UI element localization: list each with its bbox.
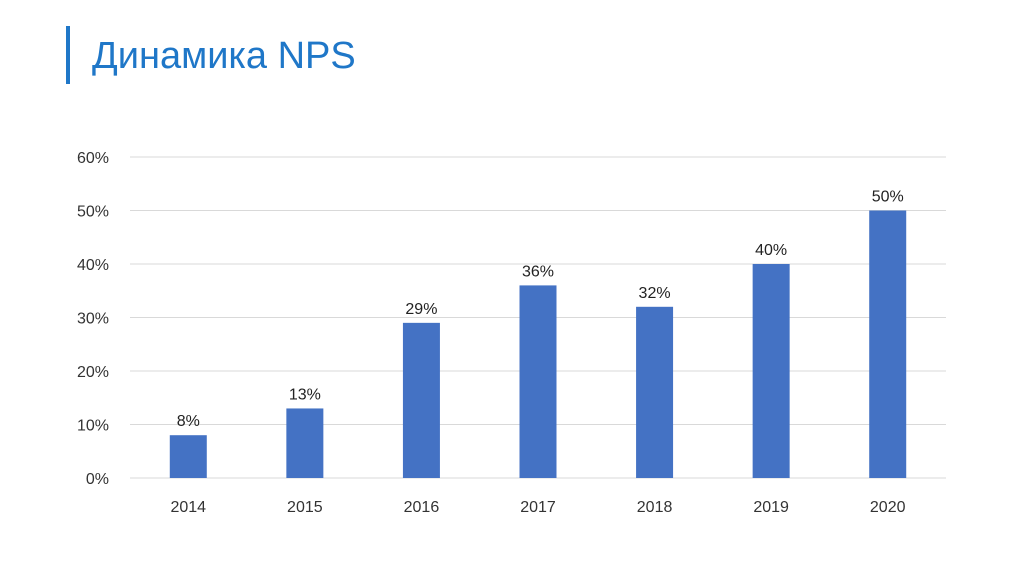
data-label-2015: 13% [289,386,321,403]
x-tick-label-2014: 2014 [170,499,206,516]
bar-2017 [519,285,557,478]
y-tick-label: 50% [77,204,109,221]
data-label-2019: 40% [755,242,787,259]
x-tick-label-2016: 2016 [404,499,440,516]
bar-2020 [869,210,907,478]
gridlines [130,156,946,479]
bar-2019 [752,264,790,478]
x-tick-label-2020: 2020 [870,499,906,516]
bars [169,210,907,478]
x-tick-label-2019: 2019 [753,499,789,516]
y-tick-label: 0% [86,471,109,488]
data-label-2020: 50% [872,189,904,206]
bar-2018 [636,306,674,478]
data-label-2014: 8% [177,413,200,430]
x-tick-label-2017: 2017 [520,499,556,516]
y-tick-label: 40% [77,257,109,274]
bar-2014 [169,435,207,478]
y-tick-label: 60% [77,150,109,167]
y-tick-label: 20% [77,364,109,381]
bar-2016 [402,322,440,478]
data-labels: 8% 13% 29% 36% 32% 40% 50% [177,189,904,431]
bar-2015 [286,408,324,478]
title-accent-bar [66,26,70,84]
y-tick-label: 30% [77,311,109,328]
data-label-2018: 32% [639,285,671,302]
y-tick-label: 10% [77,418,109,435]
x-tick-label-2018: 2018 [637,499,673,516]
data-label-2017: 36% [522,263,554,280]
data-label-2016: 29% [405,301,437,318]
x-axis-tick-labels: 2014 2015 2016 2017 2018 2019 2020 [170,499,905,516]
slide-title: Динамика NPS [92,35,356,77]
y-axis-tick-labels: 0% 10% 20% 30% 40% 50% 60% [77,150,109,488]
x-tick-label-2015: 2015 [287,499,323,516]
